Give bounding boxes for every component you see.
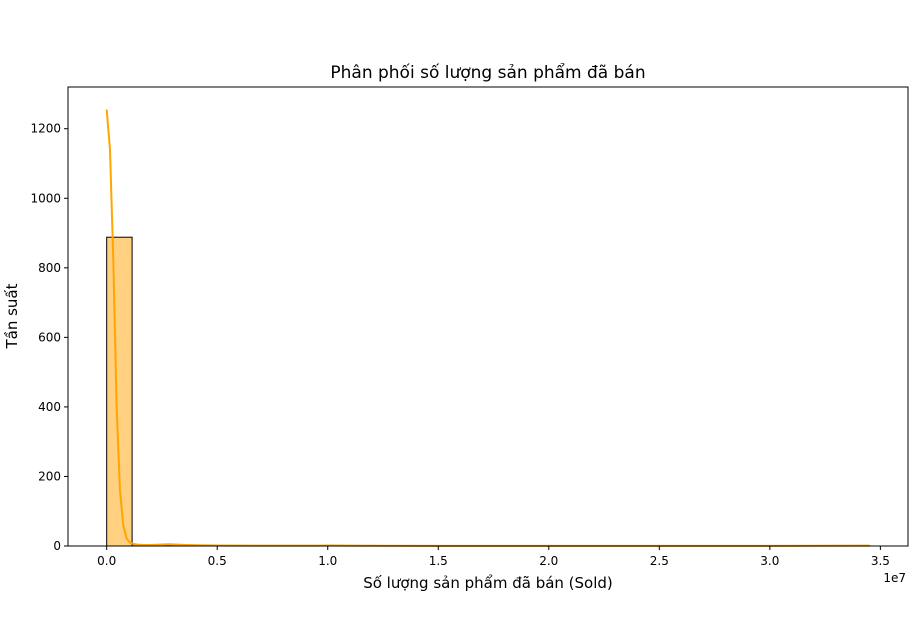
x-axis-offset-label: 1e7 (883, 571, 906, 585)
x-tick-label: 1.5 (429, 554, 448, 568)
y-axis-label: Tần suất (3, 283, 21, 349)
x-tick-label: 2.5 (650, 554, 669, 568)
plot-area (67, 86, 909, 547)
x-axis-ticks: 0.0 0.5 1.0 1.5 2.0 2.5 3.0 3.5 (97, 546, 890, 568)
y-tick-label: 600 (38, 330, 61, 344)
y-tick-label: 200 (38, 469, 61, 483)
chart-title: Phân phối số lượng sản phẩm đã bán (330, 62, 645, 83)
x-tick-label: 2.0 (539, 554, 558, 568)
histogram-bar (106, 236, 133, 547)
x-tick-label: 3.0 (760, 554, 779, 568)
axes-frame (67, 86, 909, 547)
y-tick-label: 800 (38, 261, 61, 275)
x-axis-label: Số lượng sản phẩm đã bán (Sold) (363, 574, 613, 592)
kde-curve (105, 109, 870, 547)
x-tick-label: 0.5 (208, 554, 227, 568)
y-tick-label: 0 (53, 539, 61, 553)
x-tick-label: 3.5 (871, 554, 890, 568)
y-tick-label: 1200 (30, 122, 61, 136)
y-axis-ticks: 0 200 400 600 800 1000 1200 (30, 122, 68, 553)
y-tick-label: 400 (38, 400, 61, 414)
x-tick-label: 1.0 (318, 554, 337, 568)
x-tick-label: 0.0 (97, 554, 116, 568)
y-tick-label: 1000 (30, 191, 61, 205)
